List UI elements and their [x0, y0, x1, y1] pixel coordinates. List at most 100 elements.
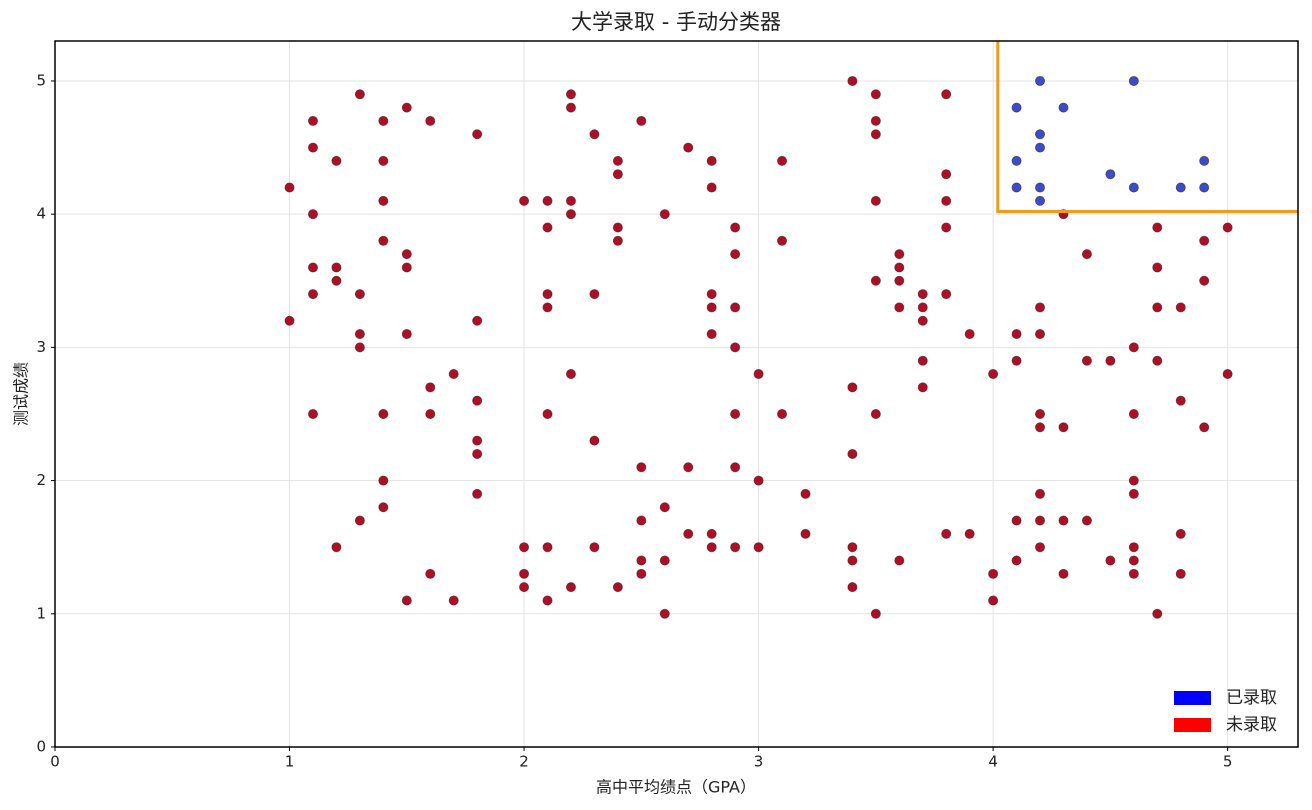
x-axis-label: 高中平均绩点（GPA）: [596, 778, 756, 797]
data-point: [542, 542, 553, 553]
data-point: [612, 169, 623, 180]
legend-label: 未录取: [1226, 715, 1277, 735]
data-point: [565, 89, 576, 100]
data-point: [800, 528, 811, 539]
data-point: [894, 275, 905, 286]
data-point: [589, 435, 600, 446]
data-point: [472, 395, 483, 406]
data-point: [683, 462, 694, 473]
data-point: [542, 408, 553, 419]
data-point: [706, 155, 717, 166]
data-point: [800, 488, 811, 499]
chart-title: 大学录取 - 手动分类器: [571, 10, 781, 34]
data-point: [1175, 568, 1186, 579]
data-point: [1011, 355, 1022, 366]
data-point: [870, 195, 881, 206]
data-point: [331, 275, 342, 286]
data-point: [1011, 329, 1022, 340]
data-point: [354, 342, 365, 353]
data-point: [683, 528, 694, 539]
data-point: [1128, 542, 1139, 553]
data-point: [378, 408, 389, 419]
data-point: [378, 155, 389, 166]
data-point: [917, 315, 928, 326]
data-point: [589, 289, 600, 300]
data-point: [753, 542, 764, 553]
data-point: [706, 329, 717, 340]
data-point: [519, 582, 530, 593]
data-point: [519, 568, 530, 579]
data-point: [1222, 222, 1233, 233]
data-point: [307, 209, 318, 220]
data-point: [519, 542, 530, 553]
data-point: [730, 408, 741, 419]
data-point: [1035, 515, 1046, 526]
data-point: [894, 555, 905, 566]
data-point: [941, 169, 952, 180]
data-point: [636, 115, 647, 126]
decision-boundary: [996, 41, 1298, 214]
data-point: [1035, 542, 1046, 553]
data-point: [777, 408, 788, 419]
data-point: [1058, 422, 1069, 433]
data-point: [659, 502, 670, 513]
data-point: [401, 249, 412, 260]
data-point: [331, 542, 342, 553]
x-tick-label: 5: [1223, 753, 1233, 771]
data-point: [1035, 75, 1046, 86]
data-point: [1128, 342, 1139, 353]
data-point: [1011, 155, 1022, 166]
data-point: [870, 89, 881, 100]
data-point: [730, 462, 741, 473]
data-point: [331, 155, 342, 166]
plot-frame: [54, 40, 1299, 748]
data-point: [847, 555, 858, 566]
data-point: [612, 222, 623, 233]
data-point: [941, 195, 952, 206]
data-point: [941, 222, 952, 233]
data-point: [1035, 422, 1046, 433]
data-point: [401, 102, 412, 113]
data-point: [1105, 355, 1116, 366]
data-point: [1128, 475, 1139, 486]
data-point: [472, 315, 483, 326]
data-point: [870, 129, 881, 140]
data-point: [1035, 195, 1046, 206]
data-point: [354, 515, 365, 526]
data-point: [1105, 169, 1116, 180]
data-point: [401, 262, 412, 273]
data-point: [753, 369, 764, 380]
data-point: [1199, 182, 1210, 193]
data-point: [378, 475, 389, 486]
y-tick-label: 3: [36, 338, 46, 356]
data-point: [917, 382, 928, 393]
data-point: [425, 115, 436, 126]
data-point: [894, 249, 905, 260]
data-point: [847, 75, 858, 86]
legend-swatch: [1174, 691, 1211, 705]
data-point: [284, 182, 295, 193]
data-point: [659, 608, 670, 619]
data-point: [378, 195, 389, 206]
data-point: [612, 235, 623, 246]
y-tick-label: 0: [36, 738, 46, 756]
data-point: [425, 568, 436, 579]
data-point: [401, 595, 412, 606]
data-point: [1035, 182, 1046, 193]
data-point: [1081, 355, 1092, 366]
data-point: [988, 595, 999, 606]
data-point: [612, 155, 623, 166]
data-point: [636, 515, 647, 526]
data-point: [1128, 488, 1139, 499]
data-point: [1175, 528, 1186, 539]
data-point: [542, 289, 553, 300]
data-point: [730, 342, 741, 353]
data-point: [378, 115, 389, 126]
data-point: [1058, 568, 1069, 579]
data-point: [941, 89, 952, 100]
data-point: [378, 235, 389, 246]
data-point: [1152, 302, 1163, 313]
x-tick-label: 1: [285, 753, 295, 771]
data-point: [1058, 102, 1069, 113]
data-point: [1199, 235, 1210, 246]
